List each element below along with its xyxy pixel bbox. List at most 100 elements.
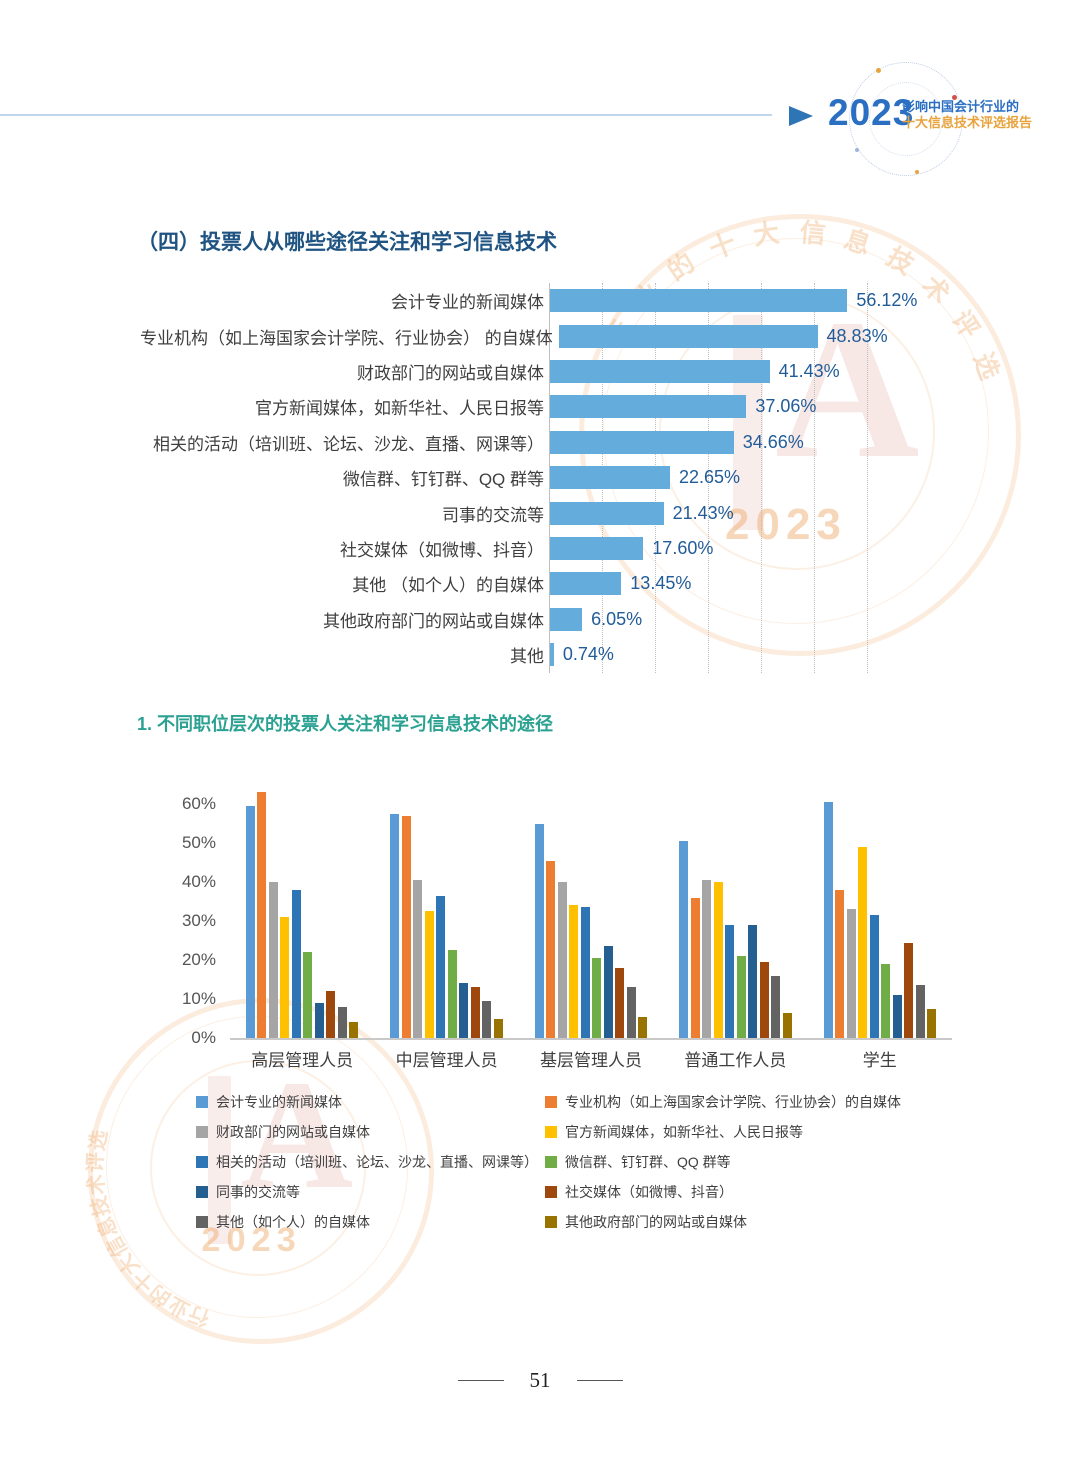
legend-swatch bbox=[196, 1096, 208, 1108]
logo-dot bbox=[855, 148, 859, 152]
bar-value-label: 48.83% bbox=[826, 325, 888, 346]
bar-row: 会计专业的新闻媒体 56.12% bbox=[140, 283, 962, 318]
report-title-line1: 影响中国会计行业的 bbox=[902, 99, 1020, 114]
logo-dot bbox=[952, 95, 957, 100]
x-axis-category-label: 学生 bbox=[862, 1051, 897, 1070]
bar-category-label: 其他 bbox=[510, 647, 544, 667]
bar bbox=[835, 889, 844, 1038]
watermark-arc-character: 信 bbox=[102, 1232, 132, 1261]
bar bbox=[858, 846, 867, 1038]
arrow-right-icon bbox=[789, 106, 813, 126]
legend-item: 相关的活动（培训班、论坛、沙龙、直播、网课等） bbox=[196, 1152, 545, 1172]
bar bbox=[550, 395, 747, 419]
legend-label: 会计专业的新闻媒体 bbox=[216, 1094, 342, 1110]
bar-category-label: 其他政府部门的网站或自媒体 bbox=[323, 611, 544, 631]
bar bbox=[326, 991, 336, 1038]
bar bbox=[291, 889, 301, 1038]
chart-legend: 会计专业的新闻媒体 专业机构（如上海国家会计学院、行业协会）的自媒体财政部门的网站… bbox=[196, 1092, 901, 1232]
legend-swatch bbox=[545, 1216, 557, 1228]
legend-swatch bbox=[196, 1156, 208, 1168]
bar-value-label: 22.65% bbox=[679, 467, 741, 488]
bar bbox=[713, 882, 723, 1038]
bar bbox=[679, 841, 689, 1038]
legend-item: 其他（如个人）的自媒体 bbox=[196, 1212, 545, 1232]
bar-group bbox=[230, 782, 374, 1038]
bar bbox=[493, 1018, 503, 1038]
bar bbox=[759, 962, 769, 1038]
report-title: 影响中国会计行业的 十大信息技术评选报告 bbox=[902, 99, 1032, 131]
bar bbox=[424, 911, 434, 1038]
bar bbox=[546, 860, 556, 1038]
watermark-arc-character: 选 bbox=[86, 1128, 112, 1153]
bar bbox=[702, 880, 712, 1038]
x-axis-category-label: 普通工作人员 bbox=[684, 1051, 787, 1070]
legend-label: 同事的交流等 bbox=[216, 1184, 300, 1200]
logo-dot bbox=[876, 68, 881, 73]
legend-swatch bbox=[545, 1096, 557, 1108]
legend-swatch bbox=[196, 1216, 208, 1228]
watermark-arc-character: 信 bbox=[798, 216, 828, 249]
bar bbox=[846, 909, 856, 1038]
bar bbox=[915, 985, 925, 1038]
logo-ring-inner bbox=[869, 82, 943, 156]
bar-value-label: 37.06% bbox=[755, 396, 817, 417]
bar bbox=[459, 983, 469, 1038]
bar bbox=[580, 907, 590, 1038]
y-axis-line bbox=[549, 283, 550, 673]
bar bbox=[725, 924, 735, 1038]
bar bbox=[401, 815, 411, 1038]
bar-row: 其他政府部门的网站或自媒体 6.05% bbox=[140, 602, 962, 637]
legend-label: 专业机构（如上海国家会计学院、行业协会）的自媒体 bbox=[565, 1094, 901, 1110]
bar bbox=[927, 1008, 936, 1038]
bar-value-label: 17.60% bbox=[652, 537, 714, 558]
legend-item: 会计专业的新闻媒体 bbox=[196, 1092, 545, 1112]
watermark-arc-character: 技 bbox=[87, 1193, 115, 1219]
bar-row: 专业机构（如上海国家会计学院、行业协会） 的自媒体 48.83% bbox=[140, 318, 962, 353]
bar-value-label: 6.05% bbox=[591, 608, 643, 629]
bar bbox=[592, 958, 602, 1038]
watermark-arc-character: 大 bbox=[751, 217, 782, 251]
bar-group bbox=[663, 782, 807, 1038]
logo-ring-outer bbox=[849, 62, 963, 176]
bar bbox=[550, 430, 734, 454]
bar-value-label: 56.12% bbox=[856, 290, 918, 311]
bar bbox=[558, 324, 818, 348]
bar bbox=[314, 1002, 324, 1038]
gridline bbox=[867, 283, 868, 673]
bar bbox=[550, 466, 670, 490]
bar bbox=[550, 501, 664, 525]
bar bbox=[550, 289, 848, 313]
bar-group bbox=[519, 782, 663, 1038]
watermark-arc-character: 的 bbox=[146, 1280, 176, 1310]
bar bbox=[337, 1006, 347, 1038]
bar-value-label: 0.74% bbox=[562, 644, 614, 665]
bar-row: 相关的活动（培训班、论坛、沙龙、直播、网课等） 34.66% bbox=[140, 425, 962, 460]
bar-category-label: 相关的活动（培训班、论坛、沙龙、直播、网课等） bbox=[153, 434, 544, 454]
bar-row: 财政部门的网站或自媒体 41.43% bbox=[140, 354, 962, 389]
gridline bbox=[708, 283, 709, 673]
legend-item: 社交媒体（如微博、抖音） bbox=[545, 1182, 901, 1202]
bar bbox=[771, 975, 781, 1038]
bar-row: 其他 （如个人）的自媒体 13.45% bbox=[140, 566, 962, 601]
legend-swatch bbox=[545, 1186, 557, 1198]
bar bbox=[268, 882, 278, 1038]
footer-rule-left bbox=[457, 1380, 504, 1381]
legend-label: 财政部门的网站或自媒体 bbox=[216, 1124, 370, 1140]
bar-category-label: 司事的交流等 bbox=[442, 505, 544, 525]
bar bbox=[257, 792, 267, 1038]
watermark-arc-character: 业 bbox=[165, 1292, 194, 1321]
watermark-arc-character: 十 bbox=[704, 226, 740, 265]
bar-category-label: 会计专业的新闻媒体 bbox=[391, 293, 544, 313]
bar bbox=[482, 1001, 492, 1038]
legend-item: 财政部门的网站或自媒体 bbox=[196, 1122, 545, 1142]
legend-item: 专业机构（如上海国家会计学院、行业协会）的自媒体 bbox=[545, 1092, 901, 1112]
bar-group bbox=[808, 782, 952, 1038]
watermark-arc-character: 十 bbox=[129, 1265, 160, 1296]
bar bbox=[470, 987, 480, 1038]
watermark-arc-character: 评 bbox=[84, 1152, 108, 1174]
legend-label: 社交媒体（如微博、抖音） bbox=[565, 1184, 733, 1200]
legend-swatch bbox=[545, 1156, 557, 1168]
legend-swatch bbox=[196, 1126, 208, 1138]
legend-item: 微信群、钉钉群、QQ 群等 bbox=[545, 1152, 901, 1172]
legend-label: 相关的活动（培训班、论坛、沙龙、直播、网课等） bbox=[216, 1154, 538, 1170]
